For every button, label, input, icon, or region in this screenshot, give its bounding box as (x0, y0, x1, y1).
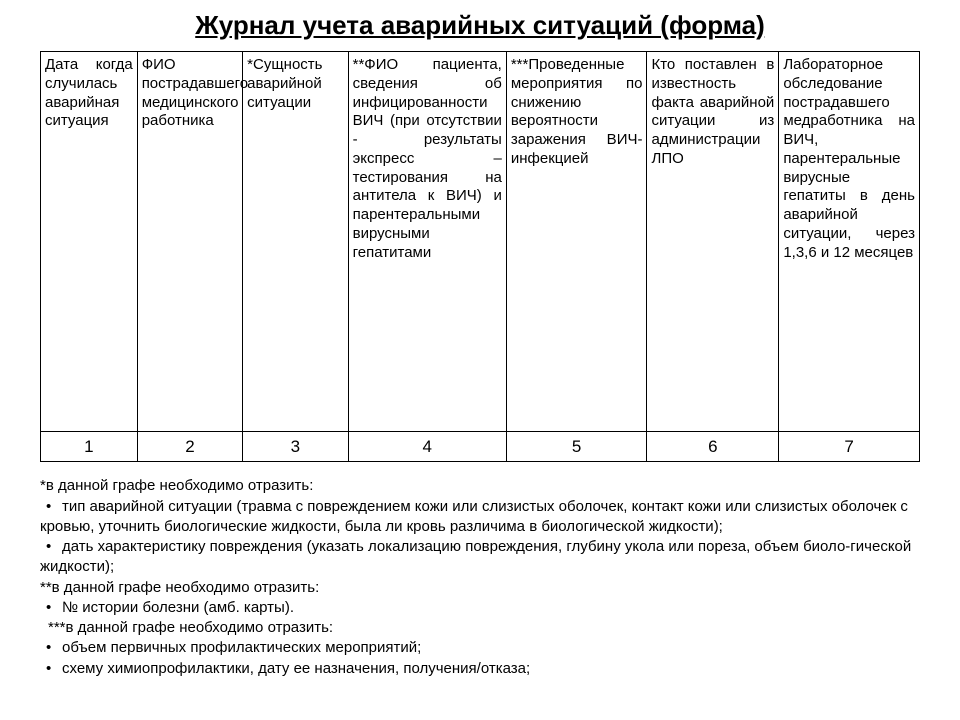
note-line-6: ***в данной графе необходимо отразить: (40, 618, 920, 638)
note-line-3: дать характеристику повреждения (указать… (40, 537, 920, 578)
note-line-1: *в данной графе необходимо отразить: (40, 476, 920, 496)
num-cell-6: 6 (647, 432, 779, 462)
table-header-row: Дата когда случилась аварийная ситуация … (41, 52, 920, 432)
footnotes: *в данной графе необходимо отразить: тип… (40, 476, 920, 679)
note-line-8: схему химиопрофилактики, дату ее назначе… (40, 659, 920, 679)
header-cell-1: Дата когда случилась аварийная ситуация (41, 52, 138, 432)
note-line-2: тип аварийной ситуации (травма с поврежд… (40, 497, 920, 538)
num-cell-3: 3 (243, 432, 348, 462)
header-cell-5: ***Проведенные мероприятия по снижению в… (506, 52, 647, 432)
form-table: Дата когда случилась аварийная ситуация … (40, 51, 920, 462)
header-cell-7: Лабораторное обследование пострадавшего … (779, 52, 920, 432)
num-cell-2: 2 (137, 432, 242, 462)
page-title: Журнал учета аварийных ситуаций (форма) (40, 10, 920, 41)
note-line-5: № истории болезни (амб. карты). (40, 598, 920, 618)
note-line-7: объем первичных профилактических меропри… (40, 638, 920, 658)
note-line-4: **в данной графе необходимо отразить: (40, 578, 920, 598)
header-cell-3: *Сущность аварийной ситуации (243, 52, 348, 432)
table-number-row: 1 2 3 4 5 6 7 (41, 432, 920, 462)
header-cell-6: Кто поставлен в известность факта аварий… (647, 52, 779, 432)
num-cell-7: 7 (779, 432, 920, 462)
num-cell-1: 1 (41, 432, 138, 462)
header-cell-4: **ФИО пациента, сведения об инфицированн… (348, 52, 506, 432)
num-cell-5: 5 (506, 432, 647, 462)
num-cell-4: 4 (348, 432, 506, 462)
header-cell-2: ФИО пострадавшего медицинского работника (137, 52, 242, 432)
